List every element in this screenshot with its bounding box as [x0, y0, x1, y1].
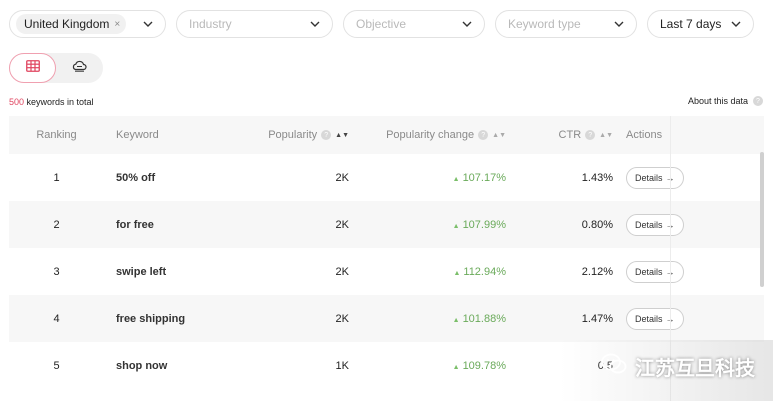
row-rank: 3	[53, 265, 60, 278]
view-toggle	[9, 53, 103, 83]
objective-select[interactable]: Objective	[343, 10, 485, 38]
keyword-count: 500	[9, 97, 25, 107]
period-value: Last 7 days	[660, 17, 722, 31]
question-icon: ?	[321, 130, 332, 140]
keyword-table: Ranking Keyword Popularity? ▲▼ Popularity…	[9, 116, 764, 401]
row-change-value: 112.94%	[463, 265, 506, 278]
header-popularity-change-label: Popularity change	[386, 129, 475, 141]
chevron-down-icon	[612, 17, 626, 31]
trend-up-icon: ▲	[453, 269, 461, 277]
header-ctr-label: CTR	[558, 129, 582, 141]
row-change: ▲ 109.78%	[349, 360, 506, 372]
row-ctr: 2.12%	[581, 265, 613, 278]
table-row: 4 free shipping 2K ▲ 101.88% 1.47% Detail…	[9, 295, 764, 342]
row-change-value: 107.99%	[462, 218, 506, 231]
details-label: Details	[635, 172, 663, 183]
trend-up-icon: ▲	[452, 222, 460, 230]
row-keyword: swipe left	[116, 265, 167, 278]
row-change: ▲ 101.88%	[349, 313, 506, 325]
keyword-type-select[interactable]: Keyword type	[495, 10, 637, 38]
details-label: Details	[635, 313, 663, 324]
question-icon: ?	[478, 130, 489, 140]
details-button[interactable]: Details→	[626, 307, 684, 330]
sort-icon[interactable]: ▲▼	[335, 131, 349, 139]
about-data-label: About this data	[687, 96, 748, 106]
chevron-down-icon	[308, 17, 322, 31]
country-chip: United Kingdom ×	[16, 14, 127, 34]
header-popularity-label: Popularity	[268, 129, 318, 141]
scrollbar[interactable]	[760, 152, 764, 287]
industry-select[interactable]: Industry	[176, 10, 333, 38]
industry-placeholder: Industry	[189, 17, 232, 31]
actions-divider	[670, 116, 671, 401]
row-ctr: 1.43%	[581, 171, 613, 184]
row-change: ▲ 107.99%	[349, 219, 506, 231]
chevron-down-icon	[729, 17, 743, 31]
table-row: 3 swipe left 2K ▲112.94% 2.12% Details→	[9, 248, 764, 295]
header-actions: Actions	[626, 129, 663, 141]
header-popularity-change[interactable]: Popularity change? ▲▼	[349, 129, 506, 141]
details-button[interactable]: Details→	[626, 166, 684, 189]
country-select[interactable]: United Kingdom ×	[9, 10, 166, 38]
keyword-type-placeholder: Keyword type	[508, 17, 581, 31]
row-popularity: 2K	[335, 171, 349, 184]
remove-country-icon[interactable]: ×	[114, 18, 121, 30]
row-popularity: 2K	[335, 312, 349, 325]
period-select[interactable]: Last 7 days	[647, 10, 754, 38]
row-rank: 5	[53, 359, 60, 372]
header-keyword: Keyword	[116, 129, 159, 141]
trend-up-icon: ▲	[452, 175, 460, 183]
row-keyword: shop now	[116, 359, 168, 372]
chevron-down-icon	[460, 17, 474, 31]
country-chip-label: United Kingdom	[24, 17, 110, 31]
row-rank: 2	[53, 218, 60, 231]
header-ctr[interactable]: CTR? ▲▼	[506, 129, 613, 141]
watermark-shade	[560, 340, 773, 401]
table-header: Ranking Keyword Popularity? ▲▼ Popularity…	[9, 116, 764, 154]
details-label: Details	[635, 266, 663, 277]
question-icon: ?	[585, 130, 596, 140]
filter-bar: United Kingdom × Industry Objective Keyw…	[9, 10, 764, 38]
row-keyword: 50% off	[116, 171, 156, 184]
keyword-total-text: keywords in total	[24, 97, 94, 107]
row-ctr: 1.47%	[581, 312, 613, 325]
question-icon: ?	[753, 96, 763, 106]
keyword-total: 500 keywords in total	[9, 97, 94, 107]
row-rank: 4	[53, 312, 60, 325]
trend-up-icon: ▲	[452, 316, 460, 324]
header-ranking: Ranking	[36, 129, 77, 141]
table-row: 2 for free 2K ▲107.99% 0.80% Details→	[9, 201, 764, 248]
table-view-button[interactable]	[9, 53, 56, 83]
details-button[interactable]: Details→	[626, 260, 684, 283]
row-rank: 1	[53, 171, 60, 184]
table-row: 1 50% off 2K ▲107.17% 1.43% Details→	[9, 154, 764, 201]
row-keyword: free shipping	[116, 312, 186, 325]
about-data-link[interactable]: About this data ?	[688, 96, 763, 106]
row-ctr: 0.80%	[581, 218, 613, 231]
chevron-down-icon	[141, 17, 155, 31]
row-change-value: 109.78%	[462, 359, 506, 372]
row-keyword: for free	[116, 218, 154, 231]
wechat-icon	[601, 353, 627, 381]
sort-icon[interactable]: ▲▼	[492, 131, 506, 139]
row-change: ▲ 112.94%	[349, 266, 506, 278]
row-change-value: 107.17%	[462, 171, 506, 184]
sort-icon[interactable]: ▲▼	[599, 131, 613, 139]
watermark: 江苏互旦科技	[601, 352, 755, 381]
row-popularity: 2K	[335, 265, 349, 278]
row-popularity: 2K	[335, 218, 349, 231]
row-change-value: 101.88%	[462, 312, 506, 325]
table-icon	[25, 59, 40, 77]
objective-placeholder: Objective	[356, 17, 407, 31]
trend-up-icon: ▲	[452, 363, 460, 371]
cloud-icon	[72, 59, 87, 77]
row-popularity: 1K	[335, 359, 349, 372]
watermark-text: 江苏互旦科技	[635, 358, 755, 380]
cloud-view-button[interactable]	[56, 53, 103, 83]
details-label: Details	[635, 219, 663, 230]
header-popularity[interactable]: Popularity? ▲▼	[234, 129, 349, 141]
details-button[interactable]: Details→	[626, 213, 684, 236]
row-change: ▲ 107.17%	[349, 172, 506, 184]
